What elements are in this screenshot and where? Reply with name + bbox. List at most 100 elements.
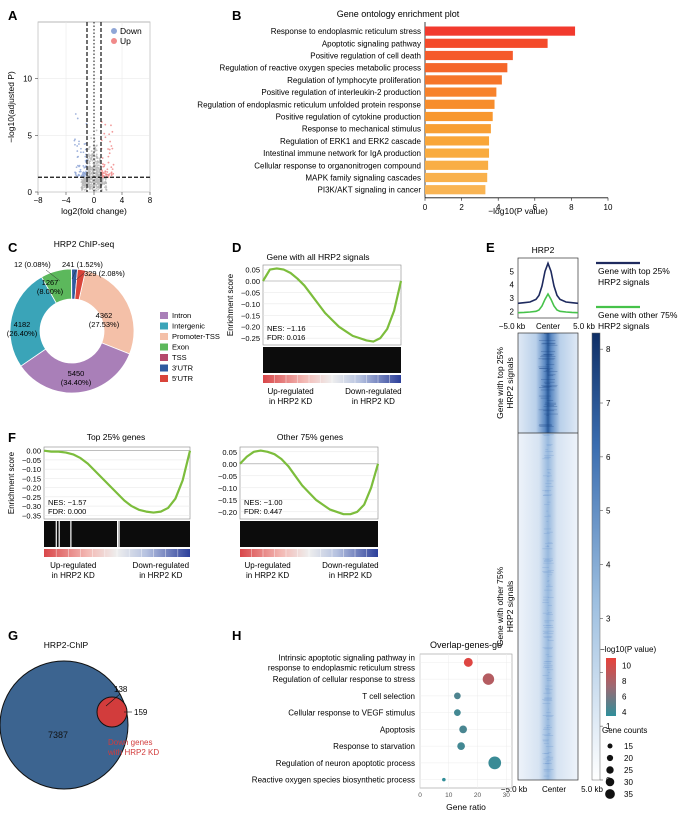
volcano-point xyxy=(95,189,98,192)
volcano-point xyxy=(84,173,87,176)
colorbar-tick-label: 4 xyxy=(606,561,611,570)
gsea-tick-label: −0.20 xyxy=(241,323,260,332)
gsea-down-label: Down-regulated xyxy=(322,561,378,570)
go-dot-category: response to endoplasmic reticulum stress xyxy=(268,663,415,672)
gsea-frame xyxy=(262,264,402,346)
gsea-frame xyxy=(43,446,191,520)
donut-slice xyxy=(74,268,87,301)
go-dot-color-tick: 4 xyxy=(622,708,627,717)
volcano-tick-label-x: 8 xyxy=(148,196,153,205)
volcano-point xyxy=(81,172,84,174)
volcano-point xyxy=(86,157,89,160)
gsea-fdr: FDR: 0.447 xyxy=(244,507,282,516)
chip-donut-chart: HRP2 ChIP-seq 4362(27.53%) 5450(34.40%) 41… xyxy=(7,239,220,394)
donut-legend-label: Intron xyxy=(172,311,191,320)
donut-legend-swatch xyxy=(160,364,168,372)
donut-value-label: (8.00%) xyxy=(37,287,64,296)
profile-tick-label: 4 xyxy=(510,281,515,290)
volcano-point xyxy=(107,155,110,158)
donut-legend-label: 3′UTR xyxy=(172,364,194,373)
gsea-tick-label: −0.15 xyxy=(241,311,260,320)
donut-value-label: 329 (2.08%) xyxy=(84,269,125,278)
gsea-up-label: Up-regulated xyxy=(244,561,290,570)
go-dot-tick-label: 10 xyxy=(445,792,453,799)
gsea-other-title: Other 75% genes xyxy=(277,432,343,442)
volcano-point xyxy=(110,174,113,177)
volcano-point xyxy=(103,163,106,166)
gsea-frame xyxy=(239,446,379,520)
donut-legend-swatch xyxy=(160,333,168,340)
volcano-point xyxy=(101,173,104,176)
go-bar-tick-label: 0 xyxy=(423,203,428,212)
go-bar-chart: Gene ontology enrichment plot Response t… xyxy=(197,9,613,216)
go-dot-size-legend-title: Gene counts xyxy=(602,726,647,735)
donut-slice xyxy=(20,342,131,394)
colorbar-tick-label: 6 xyxy=(606,453,611,462)
colorbar-tick-label: 8 xyxy=(606,345,611,354)
go-bar-category: Intestinal immune network for IgA produc… xyxy=(263,149,421,158)
volcano-point xyxy=(110,145,113,147)
volcano-point xyxy=(83,188,86,191)
volcano-legend-swatch xyxy=(111,38,117,44)
volcano-point xyxy=(95,153,98,156)
volcano-point xyxy=(97,166,100,169)
volcano-point xyxy=(82,181,85,183)
volcano-point xyxy=(77,173,80,176)
volcano-point xyxy=(82,182,85,185)
venn-circle-down xyxy=(96,696,128,728)
volcano-point xyxy=(99,158,101,161)
donut-leader xyxy=(45,269,61,282)
volcano-point xyxy=(96,170,99,172)
gsea-tick-label: −0.10 xyxy=(241,300,260,309)
go-dot-category: Response to starvation xyxy=(333,742,415,751)
donut-legend-swatch xyxy=(160,343,168,351)
go-bar-category: Cellular response to organonitrogen comp… xyxy=(254,161,421,170)
volcano-point xyxy=(84,178,87,181)
volcano-point xyxy=(88,162,91,165)
volcano-point xyxy=(87,166,89,169)
go-dot-size-swatch xyxy=(606,754,614,762)
volcano-point xyxy=(96,156,99,159)
volcano-xlabel: log2(fold change) xyxy=(61,206,127,216)
volcano-point xyxy=(88,186,91,188)
go-bar xyxy=(425,99,495,109)
volcano-ylabel: −log10(adjusted P) xyxy=(6,71,16,143)
volcano-point xyxy=(81,179,84,182)
go-dot-category: Apoptosis xyxy=(380,725,415,734)
volcano-point xyxy=(89,160,92,162)
go-bar xyxy=(425,63,508,73)
donut-legend-label: Exon xyxy=(172,343,189,352)
profile-legend-label: Gene with top 25% xyxy=(598,266,670,276)
go-bar-category: MAPK family signaling cascades xyxy=(305,174,421,183)
gsea-other-panel: Other 75% genes 0.05 0.00 −0.05 −0.10 −0.15 −… xyxy=(218,432,380,580)
volcano-point xyxy=(95,172,98,174)
volcano-point xyxy=(89,154,92,157)
gsea-down-label: Down-regulated xyxy=(345,387,401,396)
volcano-point xyxy=(101,171,104,174)
volcano-point xyxy=(97,179,100,182)
go-dot-category: T cell selection xyxy=(362,692,415,701)
gsea-es-curve xyxy=(239,449,380,516)
volcano-point xyxy=(79,168,82,171)
donut-value-label: (34.40%) xyxy=(61,378,92,387)
panel-label-b: B xyxy=(232,8,241,23)
go-bar xyxy=(425,111,493,122)
donut-value-label: (26.40%) xyxy=(7,329,38,338)
volcano-point xyxy=(83,175,86,177)
volcano-point xyxy=(84,185,87,188)
go-bar-category: Positive regulation of cytokine producti… xyxy=(276,113,421,122)
volcano-point xyxy=(98,173,101,176)
heatmap-colorbar xyxy=(591,332,601,781)
venn-down-label: with HRP2 KD xyxy=(107,748,159,757)
profile-xtick: 5.0 kb xyxy=(573,322,595,331)
go-dot-category: Reactive oxygen species biosynthetic pro… xyxy=(252,776,415,785)
volcano-point xyxy=(89,166,92,169)
volcano-point xyxy=(107,161,110,164)
donut-value-label: 12 (0.08%) xyxy=(14,260,51,269)
donut-legend-swatch xyxy=(160,354,168,361)
donut-value-label: 241 (1.52%) xyxy=(62,260,103,269)
gsea-nes: NES: −1.16 xyxy=(267,324,306,333)
volcano-point xyxy=(81,186,83,188)
volcano-point xyxy=(81,188,84,191)
